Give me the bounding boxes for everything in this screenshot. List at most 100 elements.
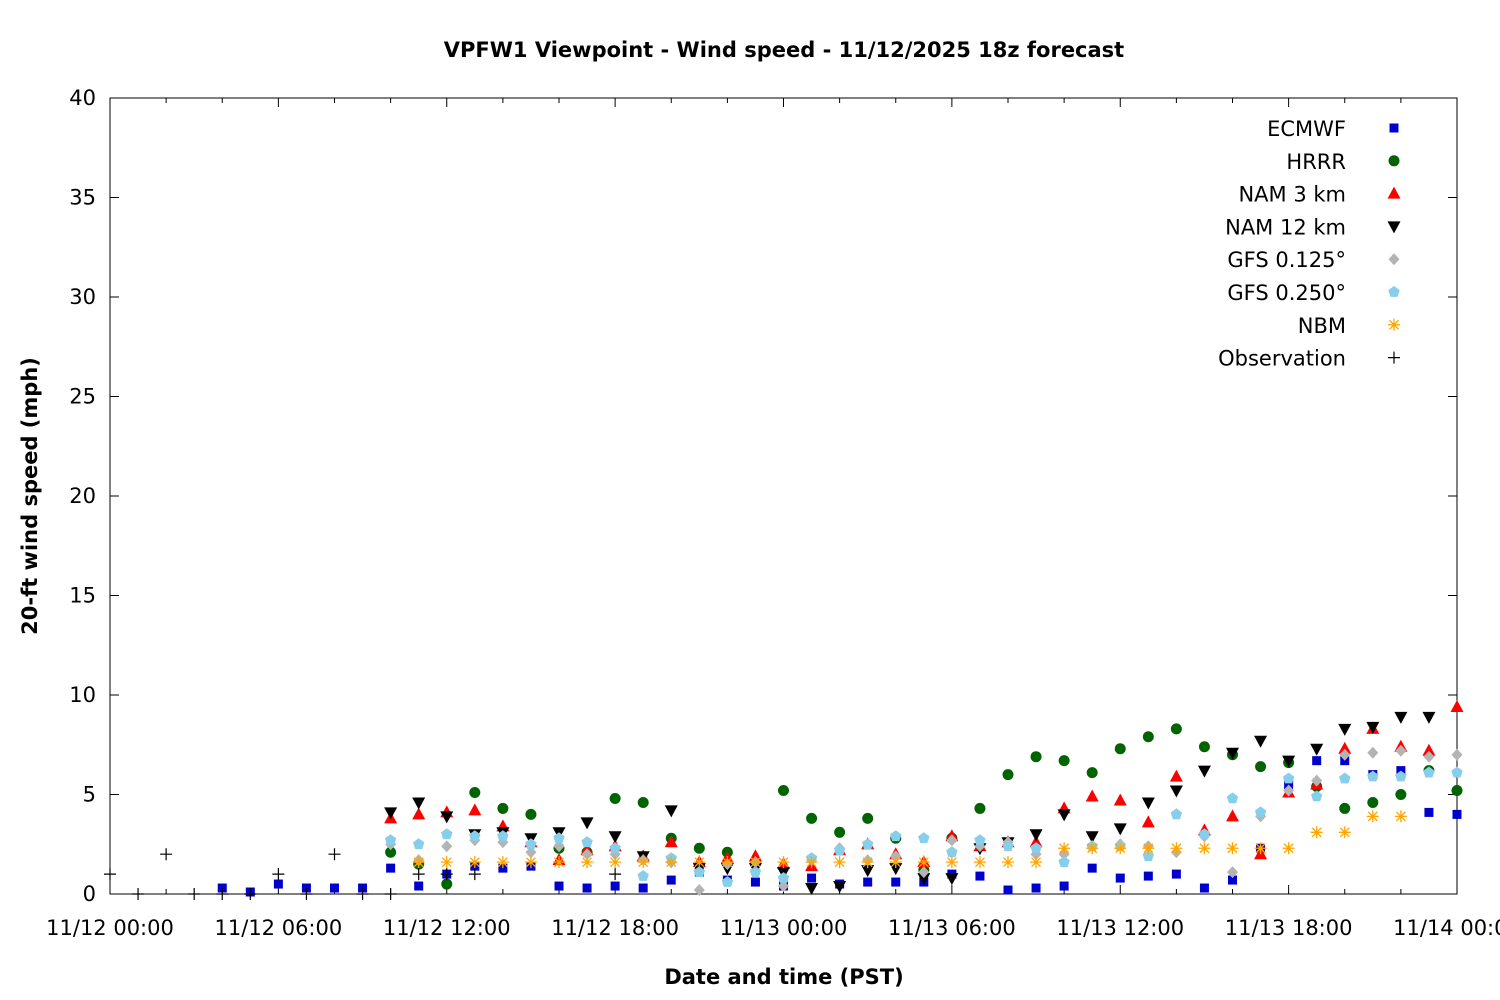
data-point: [1451, 785, 1463, 797]
data-point: [609, 792, 621, 804]
data-point: [1030, 842, 1042, 854]
data-point: [1394, 711, 1408, 724]
legend-label: NAM 3 km: [1238, 183, 1346, 207]
data-point: [861, 856, 874, 869]
data-point: [524, 856, 537, 869]
data-point: [160, 848, 173, 861]
data-point: [440, 856, 453, 869]
data-point: [638, 883, 648, 893]
data-point: [1282, 842, 1295, 855]
data-point: [721, 856, 734, 869]
data-point: [104, 868, 116, 881]
data-point: [440, 811, 454, 824]
data-point: [356, 888, 369, 900]
data-point: [469, 787, 481, 799]
data-point: [244, 888, 257, 900]
data-point: [1367, 796, 1379, 808]
data-point: [1113, 823, 1127, 836]
data-point: [890, 830, 902, 842]
data-point: [1115, 873, 1125, 883]
data-point: [1255, 761, 1267, 773]
data-point: [581, 856, 594, 869]
legend-marker: [1388, 286, 1400, 297]
data-point: [1169, 769, 1183, 782]
data-point: [1114, 743, 1126, 755]
data-point: [889, 856, 902, 869]
data-point: [385, 846, 397, 858]
legend-label: GFS 0.125°: [1227, 248, 1346, 272]
data-point: [1002, 769, 1014, 781]
data-point: [917, 856, 930, 869]
data-point: [1312, 756, 1322, 766]
series-ecmwf: [217, 756, 1462, 897]
data-point: [1171, 869, 1181, 879]
data-point: [863, 877, 873, 887]
data-point: [1338, 826, 1351, 839]
data-point: [777, 856, 790, 869]
x-tick-label: 11/12 00:00: [46, 916, 174, 940]
data-point: [1228, 875, 1237, 885]
y-axis-label: 20-ft wind speed (mph): [18, 357, 42, 635]
data-point: [1003, 885, 1013, 895]
data-point: [300, 888, 313, 900]
data-point: [1424, 807, 1434, 817]
data-point: [1030, 856, 1043, 869]
data-point: [384, 834, 397, 846]
data-point: [1029, 829, 1043, 842]
x-tick-label: 11/13 00:00: [720, 916, 848, 940]
data-point: [132, 888, 145, 900]
data-point: [497, 830, 509, 842]
legend: ECMWF HRRR NAM 3 km NAM 12 km GFS 0.125° GFS …: [1218, 117, 1401, 371]
data-point: [749, 856, 762, 869]
data-point: [553, 832, 565, 844]
data-point: [609, 856, 622, 869]
data-point: [664, 805, 678, 818]
data-point: [664, 835, 678, 848]
data-point: [1143, 871, 1153, 881]
data-point: [1170, 723, 1182, 735]
series-nam-3-km: [384, 699, 1464, 872]
x-tick-label: 11/13 12:00: [1056, 916, 1184, 940]
data-point: [1311, 790, 1323, 802]
data-point: [862, 838, 874, 850]
data-point: [1031, 883, 1041, 893]
x-tick-label: 11/12 06:00: [215, 916, 343, 940]
data-point: [693, 856, 706, 869]
data-point: [553, 840, 565, 853]
data-point: [750, 877, 760, 887]
y-tick-label: 35: [69, 186, 96, 210]
chart-title: VPFW1 Viewpoint - Wind speed - 11/12/202…: [444, 38, 1124, 62]
data-point: [1338, 741, 1352, 754]
data-point: [1002, 856, 1014, 869]
data-point: [861, 865, 875, 878]
x-axis: 11/12 00:00 11/12 06:00 11/12 12:00 11/12 1…: [46, 98, 1500, 940]
data-point: [441, 828, 453, 840]
data-point: [917, 873, 931, 886]
data-point: [1451, 748, 1463, 761]
x-tick-label: 11/13 06:00: [888, 916, 1016, 940]
data-point: [1198, 828, 1211, 840]
data-point: [441, 878, 453, 890]
data-point: [525, 846, 537, 859]
data-point: [1282, 755, 1296, 768]
data-point: [1087, 863, 1097, 873]
data-point: [666, 875, 676, 885]
data-point: [1002, 840, 1014, 852]
data-point: [412, 856, 425, 869]
data-point: [1085, 789, 1099, 802]
legend-label: ECMWF: [1267, 117, 1346, 141]
data-point: [1339, 802, 1351, 814]
data-point: [833, 856, 846, 869]
data-point: [1199, 883, 1209, 893]
data-point: [975, 871, 985, 881]
data-point: [272, 868, 285, 881]
data-point: [497, 802, 509, 814]
data-point: [891, 877, 901, 887]
data-point: [945, 856, 958, 869]
data-point: [693, 884, 705, 897]
data-point: [1339, 772, 1351, 784]
data-point: [496, 856, 509, 869]
legend-marker: [1388, 155, 1400, 167]
data-point: [609, 842, 621, 854]
